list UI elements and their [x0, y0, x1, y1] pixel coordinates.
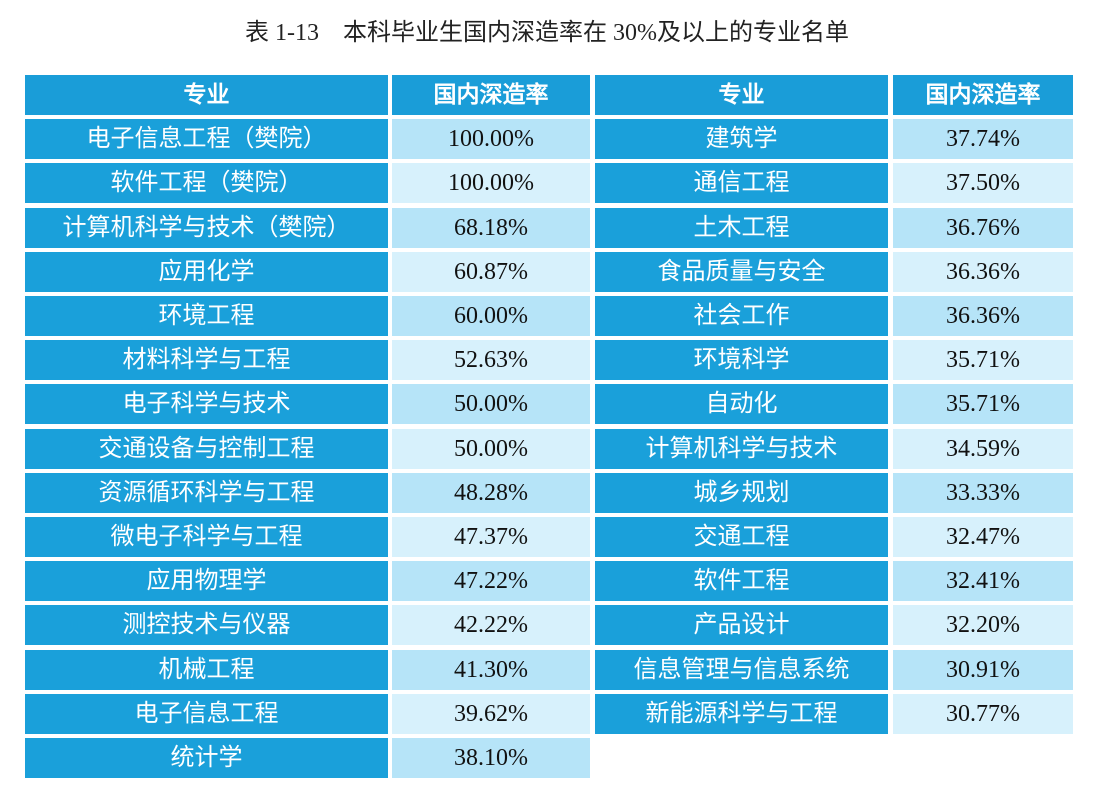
- major-cell: 计算机科学与技术（樊院）: [25, 207, 388, 248]
- major-cell: 土木工程: [595, 207, 888, 248]
- major-cell: 统计学: [25, 738, 388, 778]
- major-cell: 应用化学: [25, 251, 388, 292]
- rate-cell: 50.00%: [392, 428, 590, 469]
- rate-cell: 68.18%: [392, 207, 590, 248]
- rate-cell: 30.91%: [893, 649, 1073, 690]
- major-cell: 产品设计: [595, 605, 888, 646]
- rate-cell: 39.62%: [392, 693, 590, 734]
- major-cell: 电子信息工程: [25, 693, 388, 734]
- major-cell: 信息管理与信息系统: [595, 649, 888, 690]
- rate-cell: 34.59%: [893, 428, 1073, 469]
- rate-cell: 100.00%: [392, 119, 590, 160]
- major-cell: 微电子科学与工程: [25, 517, 388, 557]
- major-cell: 环境工程: [25, 296, 388, 336]
- major-cell: 通信工程: [595, 163, 888, 204]
- major-cell: 电子信息工程（樊院）: [25, 119, 388, 160]
- major-cell: 交通工程: [595, 517, 888, 557]
- major-cell: 测控技术与仪器: [25, 605, 388, 646]
- rate-cell: 50.00%: [392, 384, 590, 425]
- rate-cell: 42.22%: [392, 605, 590, 646]
- rate-cell: 60.00%: [392, 296, 590, 336]
- header-cell: 国内深造率: [392, 75, 590, 115]
- rate-cell: 60.87%: [392, 251, 590, 292]
- rate-cell: 36.36%: [893, 296, 1073, 336]
- header-cell: 专业: [595, 75, 888, 115]
- rate-cell: 35.71%: [893, 340, 1073, 381]
- table-title: 表 1-13 本科毕业生国内深造率在 30%及以上的专业名单: [245, 20, 849, 46]
- rate-cell: 38.10%: [392, 738, 590, 778]
- rate-cell: 37.74%: [893, 119, 1073, 160]
- rate-cell: 32.20%: [893, 605, 1073, 646]
- header-cell: 国内深造率: [893, 75, 1073, 115]
- major-cell: 应用物理学: [25, 561, 388, 602]
- rate-cell: 41.30%: [392, 649, 590, 690]
- rate-cell: 32.47%: [893, 517, 1073, 557]
- rate-cell: 36.36%: [893, 251, 1073, 292]
- major-cell: 自动化: [595, 384, 888, 425]
- rate-cell: 48.28%: [392, 472, 590, 513]
- rate-cell: 35.71%: [893, 384, 1073, 425]
- major-cell: 社会工作: [595, 296, 888, 336]
- major-cell: 资源循环科学与工程: [25, 472, 388, 513]
- major-cell: 新能源科学与工程: [595, 693, 888, 734]
- rate-cell: 30.77%: [893, 693, 1073, 734]
- major-cell: 交通设备与控制工程: [25, 428, 388, 469]
- major-cell: 材料科学与工程: [25, 340, 388, 381]
- major-cell: 食品质量与安全: [595, 251, 888, 292]
- rate-cell: 32.41%: [893, 561, 1073, 602]
- rate-cell: 52.63%: [392, 340, 590, 381]
- rate-cell: 100.00%: [392, 163, 590, 204]
- major-cell: 电子科学与技术: [25, 384, 388, 425]
- major-cell: 城乡规划: [595, 472, 888, 513]
- rate-cell: 47.22%: [392, 561, 590, 602]
- header-cell: 专业: [25, 75, 388, 115]
- major-cell: 环境科学: [595, 340, 888, 381]
- rate-cell: 47.37%: [392, 517, 590, 557]
- rate-cell: 33.33%: [893, 472, 1073, 513]
- major-cell: 计算机科学与技术: [595, 428, 888, 469]
- major-cell: 软件工程: [595, 561, 888, 602]
- major-cell: 机械工程: [25, 649, 388, 690]
- rate-cell: 36.76%: [893, 207, 1073, 248]
- major-cell: 软件工程（樊院）: [25, 163, 388, 204]
- major-cell: 建筑学: [595, 119, 888, 160]
- rate-cell: 37.50%: [893, 163, 1073, 204]
